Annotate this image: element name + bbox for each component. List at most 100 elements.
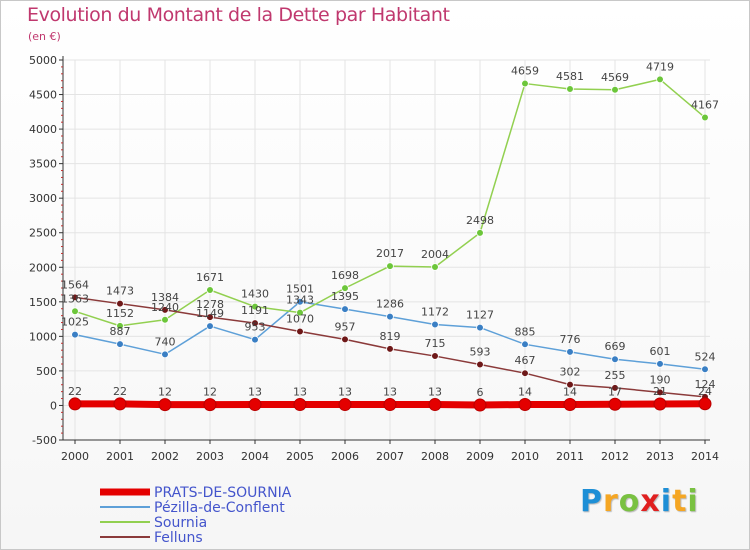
logo-letter: o [618,484,641,519]
y-tick-label: 500 [36,365,57,378]
data-point [698,397,712,411]
data-point [476,323,484,332]
x-tick-label: 2014 [691,450,719,463]
data-point [608,397,622,411]
data-point [251,335,259,344]
data-label: 2017 [376,247,404,260]
data-point [431,320,439,329]
y-tick-label: 4000 [29,123,57,136]
data-label: 957 [335,320,356,333]
data-point [701,365,709,374]
data-label: 1127 [466,309,494,322]
y-tick-label: 0 [50,399,57,412]
y-tick-label: 5000 [29,54,57,67]
data-point [203,398,217,412]
data-label: 1172 [421,305,449,318]
data-label: 22 [113,385,127,398]
logo-letter: x [640,484,661,519]
data-label: 12 [203,386,217,399]
data-point [251,302,259,311]
data-label: 13 [293,386,307,399]
data-point [428,398,442,412]
data-point [206,313,214,321]
data-point [656,75,664,84]
data-label: 715 [425,337,446,350]
data-label: 2004 [421,248,449,261]
data-label: 17 [608,385,622,398]
data-point [701,113,709,122]
y-tick-label: 1000 [29,330,57,343]
logo-letter: P [580,484,603,519]
data-label: 1363 [61,292,89,305]
data-point [71,307,79,316]
data-label: 1698 [331,269,359,282]
data-label: 1286 [376,298,404,311]
data-point [431,263,439,271]
data-point [611,355,619,364]
data-point [476,360,484,369]
data-label: 22 [68,385,82,398]
y-tick-label: 2500 [29,227,57,240]
data-point [611,85,619,94]
data-label: 1070 [286,313,314,326]
data-label: 1564 [61,278,89,291]
data-point [386,312,394,321]
data-point [71,293,79,302]
data-label: 1240 [151,301,179,314]
data-point [563,397,577,411]
x-tick-label: 2012 [601,450,629,463]
data-label: 2498 [466,214,494,227]
data-label: 1501 [286,283,314,296]
data-label: 13 [383,386,397,399]
data-point [116,340,124,348]
data-point [653,397,667,411]
y-axis-unit-label: (en €) [28,30,61,43]
x-tick-label: 2007 [376,450,404,463]
logo-letter: i [660,484,673,519]
y-tick-label: 1500 [29,296,57,309]
data-label: 255 [605,369,626,382]
x-tick-label: 2011 [556,450,584,463]
data-label: 12 [158,386,172,399]
data-label: 953 [245,321,266,334]
y-tick-label: 2000 [29,261,57,274]
data-point [521,340,529,349]
legend-label: Felluns [154,530,203,546]
data-point [158,398,172,412]
y-tick-label: 3500 [29,158,57,171]
data-label: 4569 [601,71,629,84]
data-point [521,369,529,377]
data-label: 14 [518,385,532,398]
data-label: 524 [695,350,716,363]
data-label: 4719 [646,60,674,73]
data-point [161,350,169,359]
data-point [431,352,439,360]
x-tick-label: 2003 [196,450,224,463]
legend-label: Sournia [154,515,207,531]
data-label: 4167 [691,99,719,112]
data-label: 1152 [106,307,134,320]
data-point [386,345,394,353]
data-label: 302 [560,366,581,379]
data-point [341,335,349,344]
data-point [566,348,574,356]
data-point [68,397,82,411]
data-point [338,398,352,412]
data-label: 740 [155,335,176,348]
data-label: 467 [515,354,536,367]
data-label: 1384 [151,291,179,304]
logo-letter: r [603,484,619,519]
data-label: 24 [698,385,712,398]
data-point [293,398,307,412]
data-point [611,384,619,392]
data-label: 669 [605,340,626,353]
data-label: 885 [515,325,536,338]
data-point [518,397,532,411]
data-label: 1343 [286,294,314,307]
data-label: 13 [248,386,262,399]
data-point [248,398,262,412]
data-point [521,79,529,88]
data-point [656,388,664,397]
data-label: 124 [695,378,716,391]
